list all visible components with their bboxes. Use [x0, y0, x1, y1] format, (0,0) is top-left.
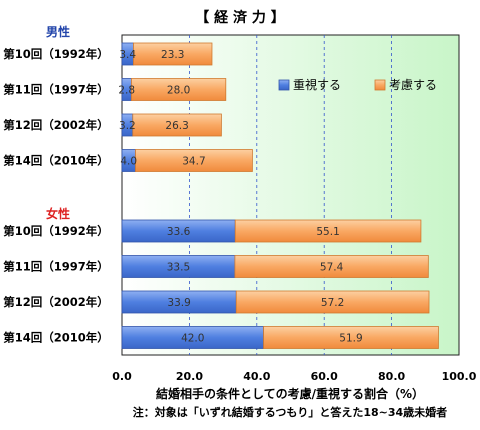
category-label: 第12回（2002年）	[3, 295, 109, 309]
data-label-juushi: 3.2	[119, 120, 136, 132]
legend-swatch-kouryo	[374, 79, 386, 91]
footnote: 注：対象は「いずれ結婚するつもり」と答えた18~34歳未婚者	[133, 405, 447, 419]
category-label: 第11回（1997年）	[3, 260, 109, 274]
data-label-kouryo: 51.9	[339, 333, 362, 345]
data-label-juushi: 42.0	[181, 333, 204, 345]
category-labels: 第10回（1992年） 第11回（1997年） 第12回（2002年） 第14回（20…	[3, 47, 109, 345]
bar-kouryo	[263, 326, 439, 349]
bar-kouryo	[234, 255, 429, 278]
bar-kouryo	[132, 113, 222, 137]
data-label-kouryo: 57.2	[321, 297, 344, 309]
data-label-juushi: 33.9	[167, 297, 190, 309]
x-tick-label: 100.0	[442, 370, 477, 383]
data-label-juushi: 33.6	[167, 226, 191, 238]
x-tick-label: 80.0	[378, 370, 405, 383]
data-label-kouryo: 28.0	[167, 85, 190, 97]
data-label-juushi: 3.4	[119, 49, 136, 61]
bar-kouryo	[131, 78, 227, 101]
x-tick-label: 40.0	[243, 370, 270, 383]
data-label-kouryo: 34.7	[182, 156, 205, 168]
x-tick-label: 0.0	[112, 370, 132, 383]
legend-swatch-juushi	[278, 79, 290, 91]
category-label: 第11回（1997年）	[3, 83, 109, 97]
data-label-kouryo: 23.3	[161, 49, 184, 61]
bar-kouryo	[234, 219, 422, 243]
category-label: 第12回（2002年）	[3, 118, 109, 132]
bar-kouryo	[135, 149, 253, 172]
chart-title: 【 経 済 力 】	[195, 9, 285, 26]
x-axis-label: 結婚相手の条件としての考慮/重視する割合（%）	[156, 386, 424, 401]
data-label-kouryo: 57.4	[320, 262, 344, 274]
group-label-male: 男性	[46, 24, 70, 39]
x-axis: 0.0 20.0 40.0 60.0 80.0 100.0	[112, 370, 476, 383]
bar-kouryo	[235, 290, 430, 314]
category-label: 第10回（1992年）	[3, 224, 109, 238]
x-tick-label: 20.0	[176, 370, 203, 383]
bars: 3.4 23.3 2.8 28.0 3.2 26.3 4.0 34.7 33.6 55.1 33.5…	[118, 42, 439, 349]
legend-label-kouryo: 考慮する	[389, 78, 437, 92]
category-label: 第14回（2010年）	[3, 331, 109, 345]
data-label-kouryo: 26.3	[165, 120, 188, 132]
legend: 重視する 考慮する	[278, 77, 437, 92]
category-label: 第10回（1992年）	[3, 47, 109, 61]
legend-label-juushi: 重視する	[293, 77, 341, 92]
data-label-kouryo: 55.1	[316, 226, 339, 238]
bar-kouryo	[133, 42, 213, 66]
x-tick-label: 60.0	[311, 370, 338, 383]
data-label-juushi: 33.5	[167, 262, 190, 274]
group-label-female: 女性	[46, 206, 70, 221]
data-label-juushi: 4.0	[120, 156, 137, 168]
category-label: 第14回（2010年）	[3, 154, 109, 168]
data-label-juushi: 2.8	[118, 85, 135, 97]
